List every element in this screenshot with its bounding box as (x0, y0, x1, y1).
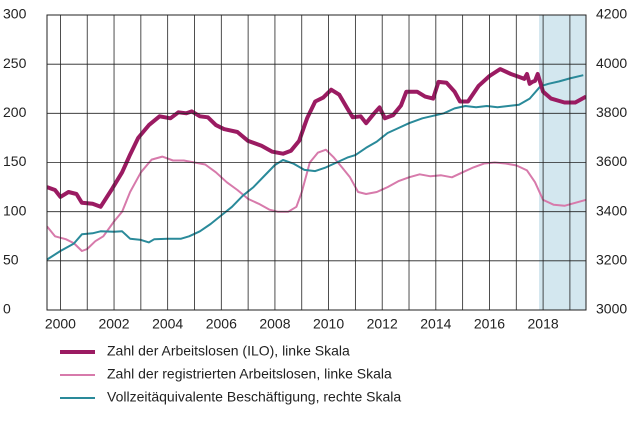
series-line (47, 74, 584, 261)
y-tick-label: 150 (3, 153, 27, 169)
y-tick-label: 0 (3, 301, 11, 317)
x-tick-label: 2002 (98, 316, 129, 332)
x-tick-label: 2010 (313, 316, 344, 332)
x-tick-label: 2016 (474, 316, 505, 332)
x-tick-label: 2014 (420, 316, 451, 332)
x-tick-label: 2006 (206, 316, 237, 332)
y2-tick-label: 3200 (596, 252, 627, 268)
x-tick-label: 2008 (259, 316, 290, 332)
x-tick-label: 2000 (45, 316, 76, 332)
y2-tick-label: 4200 (596, 6, 627, 22)
x-tick-label: 2018 (528, 316, 559, 332)
y-tick-label: 50 (3, 252, 19, 268)
y-tick-label: 200 (3, 104, 27, 120)
x-tick-label: 2012 (367, 316, 398, 332)
y-tick-label: 250 (3, 55, 27, 71)
y-tick-label: 300 (3, 6, 27, 22)
series-line (47, 67, 586, 209)
y-tick-label: 100 (3, 202, 27, 218)
y2-tick-label: 3000 (596, 301, 627, 317)
y2-tick-label: 3400 (596, 202, 627, 218)
plot-frame (46, 14, 587, 311)
x-tick-label: 2004 (152, 316, 183, 332)
y2-tick-label: 4000 (596, 55, 627, 71)
legend-label: Zahl der Arbeitslosen (ILO), linke Skala (107, 343, 350, 359)
legend-label: Zahl der registrierten Arbeitslosen, lin… (107, 366, 392, 382)
y2-tick-label: 3800 (596, 104, 627, 120)
y2-tick-label: 3600 (596, 153, 627, 169)
legend-label: Vollzeitäquivalente Beschäftigung, recht… (107, 389, 401, 405)
